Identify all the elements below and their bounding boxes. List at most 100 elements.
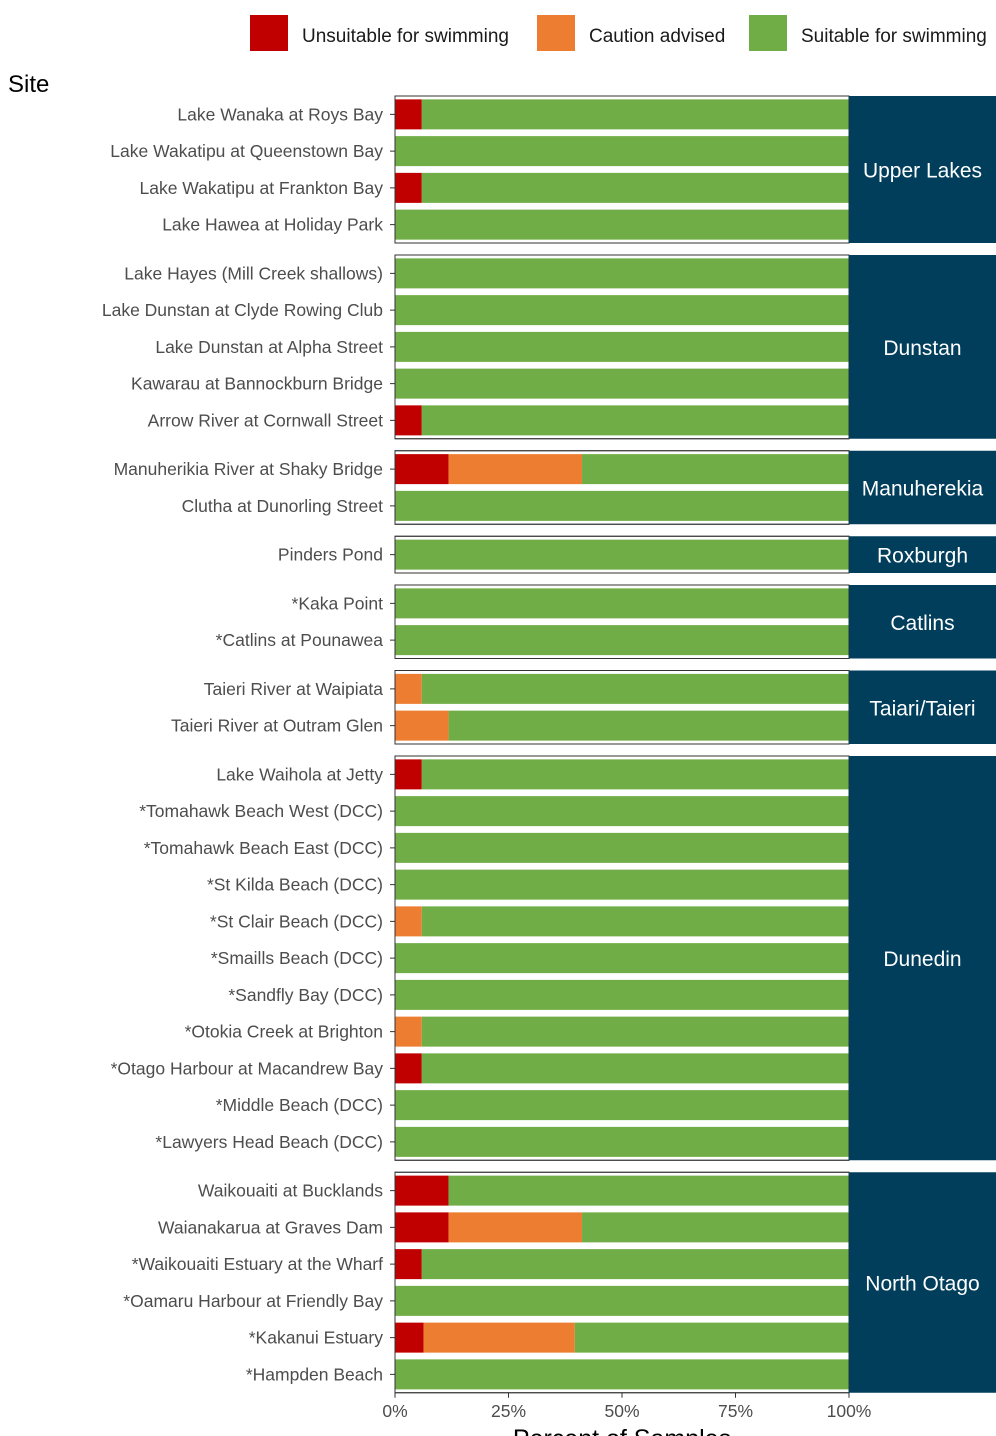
site-label: Lake Wanaka at Roys Bay bbox=[177, 104, 383, 124]
bar-segment bbox=[395, 490, 849, 521]
site-label: *Kakanui Estuary bbox=[249, 1328, 383, 1348]
legend-key-1 bbox=[537, 15, 575, 51]
bar-segment bbox=[395, 1175, 449, 1206]
bar-segment bbox=[395, 710, 449, 741]
site-label: *Otokia Creek at Brighton bbox=[185, 1022, 383, 1042]
bar-segment bbox=[574, 1322, 849, 1353]
facet-label-0: Upper Lakes bbox=[863, 160, 982, 183]
bar-segment bbox=[395, 673, 422, 704]
site-label: Waianakarua at Graves Dam bbox=[158, 1217, 383, 1237]
facet-label-4: Catlins bbox=[890, 612, 954, 635]
facet-strip-3 bbox=[849, 536, 996, 573]
site-label: Lake Hayes (Mill Creek shallows) bbox=[124, 263, 383, 283]
x-tick-label: 0% bbox=[382, 1401, 407, 1421]
bar-segment bbox=[395, 258, 849, 289]
site-label: Lake Dunstan at Clyde Rowing Club bbox=[102, 300, 383, 320]
legend-label-2: Suitable for swimming bbox=[801, 26, 987, 47]
site-label: *Tomahawk Beach East (DCC) bbox=[144, 838, 383, 858]
site-label: *Catlins at Pounawea bbox=[216, 630, 384, 650]
bar-segment bbox=[395, 295, 849, 326]
site-label: *St Kilda Beach (DCC) bbox=[207, 875, 383, 895]
facet-strip-4 bbox=[849, 585, 996, 659]
bar-segment bbox=[421, 759, 849, 790]
site-label: *Otago Harbour at Macandrew Bay bbox=[111, 1058, 384, 1078]
bar-segment bbox=[395, 1126, 849, 1157]
bar-segment bbox=[421, 99, 849, 130]
site-label: *Hampden Beach bbox=[246, 1364, 383, 1384]
facet-label-6: Dunedin bbox=[883, 948, 961, 971]
facet-strip-6 bbox=[849, 756, 996, 1161]
bar-segment bbox=[395, 869, 849, 900]
x-axis-title: Percent of Samples bbox=[513, 1425, 731, 1436]
bar-segment bbox=[395, 1212, 449, 1243]
bar-segment bbox=[395, 1322, 424, 1353]
facet-strip-1 bbox=[849, 255, 996, 439]
legend-label-0: Unsuitable for swimming bbox=[302, 26, 509, 47]
site-label: *Sandfly Bay (DCC) bbox=[228, 985, 383, 1005]
bar-segment bbox=[448, 710, 849, 741]
legend-key-2 bbox=[749, 15, 787, 51]
site-label: Lake Waihola at Jetty bbox=[216, 764, 383, 784]
site-label: *Smaills Beach (DCC) bbox=[211, 948, 383, 968]
site-label: *Waikouaiti Estuary at the Wharf bbox=[132, 1254, 383, 1274]
bar-segment bbox=[395, 1090, 849, 1121]
x-tick-label: 25% bbox=[491, 1401, 526, 1421]
bar-segment bbox=[395, 368, 849, 399]
site-label: Clutha at Dunorling Street bbox=[182, 496, 383, 516]
bar-segment bbox=[582, 1212, 849, 1243]
bar-segment bbox=[421, 906, 849, 937]
bar-segment bbox=[395, 796, 849, 827]
facet-label-1: Dunstan bbox=[883, 337, 961, 360]
facet-label-7: North Otago bbox=[865, 1273, 979, 1296]
y-axis-title: Site bbox=[8, 71, 49, 98]
bar-segment bbox=[395, 331, 849, 362]
bar-segment bbox=[395, 1053, 422, 1084]
site-label: Taieri River at Outram Glen bbox=[171, 716, 383, 736]
site-label: Manuherikia River at Shaky Bridge bbox=[114, 459, 383, 479]
site-label: Lake Wakatipu at Queenstown Bay bbox=[110, 141, 383, 161]
bar-segment bbox=[421, 1249, 849, 1280]
site-label: *St Clair Beach (DCC) bbox=[210, 911, 383, 931]
site-label: Lake Hawea at Holiday Park bbox=[162, 215, 383, 235]
facet-label-5: Taiari/Taieri bbox=[869, 697, 975, 720]
panel-7 bbox=[394, 1171, 850, 1394]
bar-segment bbox=[395, 588, 849, 619]
bar-segment bbox=[395, 832, 849, 863]
site-label: *Oamaru Harbour at Friendly Bay bbox=[123, 1291, 383, 1311]
site-label: Kawarau at Bannockburn Bridge bbox=[131, 374, 383, 394]
bar-segment bbox=[395, 625, 849, 656]
facet-label-2: Manuherekia bbox=[862, 478, 984, 501]
facet-strip-0 bbox=[849, 96, 996, 243]
bar-segment bbox=[395, 136, 849, 167]
site-label: *Tomahawk Beach West (DCC) bbox=[139, 801, 383, 821]
bar-segment bbox=[582, 454, 849, 485]
bar-segment bbox=[395, 1016, 422, 1047]
bar-segment bbox=[448, 1175, 849, 1206]
site-label: Waikouaiti at Bucklands bbox=[198, 1181, 383, 1201]
bar-segment bbox=[395, 906, 422, 937]
bar-segment bbox=[395, 1249, 422, 1280]
facet-strip-2 bbox=[849, 450, 996, 525]
bar-segment bbox=[421, 172, 849, 203]
bar-segment bbox=[421, 1016, 849, 1047]
bar-segment bbox=[423, 1322, 575, 1353]
site-label: Taieri River at Waipiata bbox=[204, 679, 384, 699]
x-tick-label: 100% bbox=[827, 1401, 872, 1421]
bar-segment bbox=[395, 979, 849, 1010]
site-label: Pinders Pond bbox=[278, 545, 383, 565]
facet-label-3: Roxburgh bbox=[877, 545, 968, 568]
bar-segment bbox=[421, 673, 849, 704]
site-label: *Lawyers Head Beach (DCC) bbox=[155, 1132, 383, 1152]
x-tick-label: 75% bbox=[718, 1401, 753, 1421]
bar-segment bbox=[448, 454, 583, 485]
bar-segment bbox=[395, 759, 422, 790]
bar-segment bbox=[421, 1053, 849, 1084]
bar-segment bbox=[395, 454, 449, 485]
site-label: Lake Dunstan at Alpha Street bbox=[155, 337, 383, 357]
site-label: *Kaka Point bbox=[292, 593, 384, 613]
bar-segment bbox=[421, 405, 849, 436]
bar-segment bbox=[395, 1285, 849, 1316]
bar-segment bbox=[395, 99, 422, 130]
bar-segment bbox=[448, 1212, 583, 1243]
